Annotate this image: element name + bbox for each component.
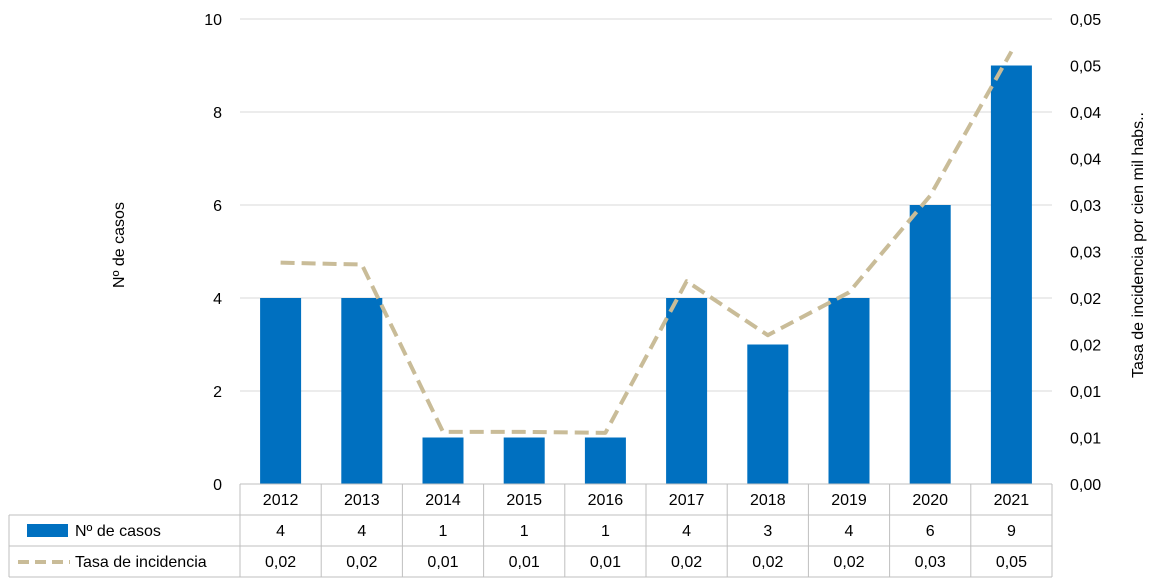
data-label: 0,01 [427, 554, 458, 571]
right-axis: 0,00 0,01 0,01 0,02 0,02 0,03 0,03 0,04 0,04 0,05… [1070, 12, 1101, 494]
data-label: 4 [845, 523, 854, 540]
y2-tick-label: 0,01 [1070, 384, 1101, 401]
data-label: 3 [763, 523, 772, 540]
data-label: 6 [926, 523, 935, 540]
data-label: 0,05 [996, 554, 1027, 571]
y2-tick-label: 0,03 [1070, 198, 1101, 215]
legend-key-bars [27, 524, 68, 537]
x-tick-label: 2020 [912, 492, 948, 509]
x-tick-label: 2016 [588, 492, 624, 509]
y-tick-label: 8 [213, 105, 222, 122]
line-series [280, 50, 1014, 435]
y-axis-title: Nº de casos [111, 202, 128, 288]
x-tick-label: 2018 [750, 492, 786, 509]
y2-tick-label: 0,05 [1070, 12, 1101, 29]
bar [909, 205, 951, 484]
y2-tick-label: 0,01 [1070, 431, 1101, 448]
y-tick-label: 4 [213, 291, 222, 308]
bar [747, 344, 789, 484]
y2-tick-label: 0,02 [1070, 291, 1101, 308]
left-axis: 0 2 4 6 8 10 [204, 12, 222, 494]
bar [828, 298, 870, 484]
y2-tick-label: 0,04 [1070, 105, 1101, 122]
data-label: 4 [357, 523, 366, 540]
y-tick-label: 2 [213, 384, 222, 401]
data-label: 4 [276, 523, 285, 540]
y2-tick-label: 0,02 [1070, 338, 1101, 355]
data-label: 1 [439, 523, 448, 540]
y2-tick-label: 0,04 [1070, 152, 1101, 169]
data-label: 0,02 [833, 554, 864, 571]
bar [260, 298, 302, 484]
data-label: 4 [682, 523, 691, 540]
x-tick-label: 2014 [425, 492, 461, 509]
table-row-label: Nº de casos [75, 523, 161, 540]
x-tick-label: 2017 [669, 492, 705, 509]
x-tick-label: 2013 [344, 492, 380, 509]
x-tick-label: 2015 [506, 492, 542, 509]
y2-axis-title: Tasa de incidencia por cien mil habs.. [1130, 112, 1147, 378]
data-label: 0,02 [265, 554, 296, 571]
bar [341, 298, 383, 484]
table-row-label: Tasa de incidencia [75, 554, 207, 571]
x-tick-label: 2019 [831, 492, 867, 509]
data-table: 2012 2013 2014 2015 2016 2017 2018 2019 2020 2021… [8, 483, 1053, 578]
y-tick-label: 6 [213, 198, 222, 215]
data-label: 9 [1007, 523, 1016, 540]
data-label: 0,02 [752, 554, 783, 571]
bar [503, 437, 545, 484]
bar [990, 65, 1032, 484]
bar [422, 437, 464, 484]
data-label: 0,01 [590, 554, 621, 571]
y2-tick-label: 0,00 [1070, 477, 1101, 494]
bar [584, 437, 626, 484]
bar [666, 298, 708, 484]
x-tick-label: 2021 [994, 492, 1030, 509]
data-label: 1 [601, 523, 610, 540]
y-tick-label: 10 [204, 12, 222, 29]
y-tick-label: 0 [213, 477, 222, 494]
data-label: 0,01 [509, 554, 540, 571]
data-label: 0,03 [915, 554, 946, 571]
data-label: 0,02 [346, 554, 377, 571]
y2-tick-label: 0,03 [1070, 245, 1101, 262]
x-tick-label: 2012 [263, 492, 299, 509]
data-label: 1 [520, 523, 529, 540]
y2-tick-label: 0,05 [1070, 59, 1101, 76]
bar-series [260, 65, 1032, 484]
incidence-line [280, 50, 1014, 435]
data-label: 0,02 [671, 554, 702, 571]
